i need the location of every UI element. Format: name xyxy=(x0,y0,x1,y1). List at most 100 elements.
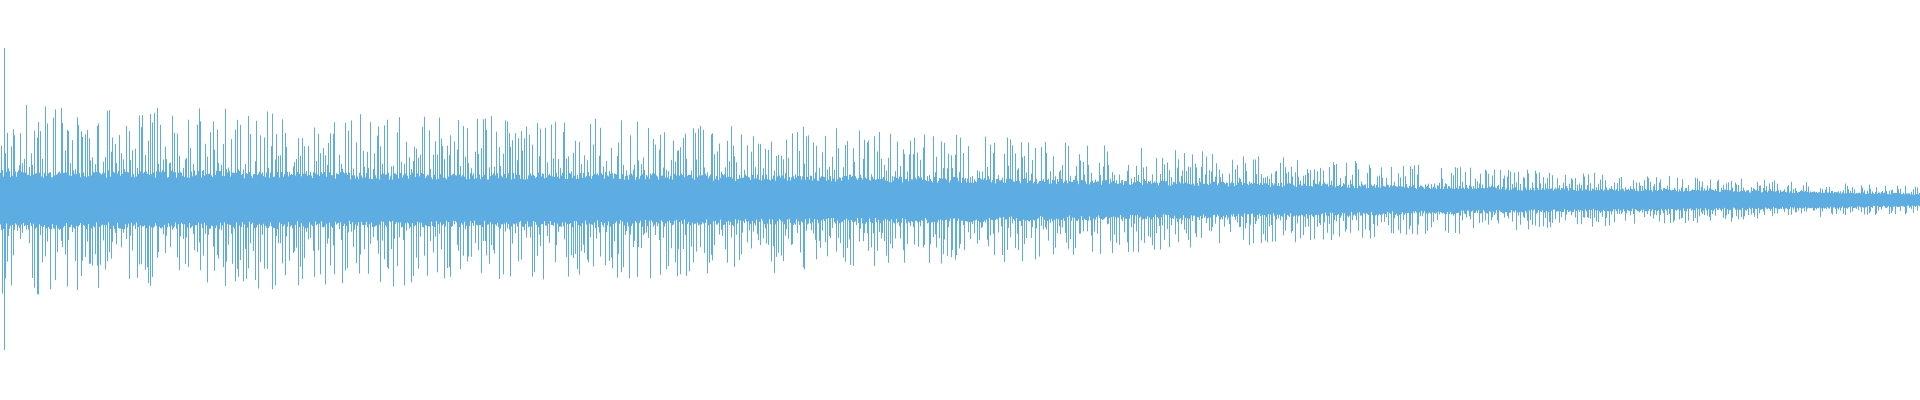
waveform-peak-sample xyxy=(1852,187,1853,212)
waveform-core-sample xyxy=(624,179,625,226)
waveform-peak-sample xyxy=(1373,185,1374,224)
waveform-core-sample xyxy=(54,175,55,229)
waveform-core-sample xyxy=(582,177,583,224)
waveform-peak-sample xyxy=(1746,190,1747,211)
waveform-core-sample xyxy=(1203,183,1204,215)
waveform-core-sample xyxy=(1375,187,1376,216)
waveform-peak-sample xyxy=(294,162,295,252)
waveform-peak-sample xyxy=(31,153,32,227)
waveform-peak-sample xyxy=(1619,178,1620,214)
waveform-peak-sample xyxy=(29,167,30,244)
waveform-core-sample xyxy=(607,175,608,226)
waveform-peak-sample xyxy=(1160,173,1161,250)
waveform-peak-sample xyxy=(1066,180,1067,243)
waveform-core-sample xyxy=(198,170,199,223)
waveform-peak-sample xyxy=(424,116,425,256)
waveform-peak-sample xyxy=(1748,190,1749,215)
waveform-peak-sample xyxy=(1092,180,1093,252)
waveform-peak-sample xyxy=(289,171,290,261)
waveform-peak-sample xyxy=(7,132,8,262)
waveform-peak-sample xyxy=(34,130,35,288)
waveform-peak-sample xyxy=(427,175,428,276)
waveform-core-sample xyxy=(1896,193,1897,207)
waveform-peak-sample xyxy=(1679,189,1680,220)
waveform-core-sample xyxy=(425,177,426,226)
waveform-core-sample xyxy=(767,179,768,224)
waveform-core-sample xyxy=(335,178,336,222)
waveform-peak-sample xyxy=(1485,169,1486,221)
waveform-core-sample xyxy=(263,176,264,224)
waveform-peak-sample xyxy=(1334,165,1335,221)
waveform-peak-sample xyxy=(785,173,786,236)
waveform-peak-sample xyxy=(491,116,492,246)
waveform-core-sample xyxy=(1883,193,1884,206)
waveform-peak-sample xyxy=(387,119,388,268)
waveform-peak-sample xyxy=(774,170,775,273)
waveform-peak-sample xyxy=(115,143,116,233)
waveform-core-sample xyxy=(1680,191,1681,211)
waveform-peak-sample xyxy=(141,127,142,265)
waveform-peak-sample xyxy=(1070,175,1071,240)
waveform-core-sample xyxy=(206,174,207,226)
waveform-peak-sample xyxy=(881,158,882,239)
waveform-peak-sample xyxy=(1864,190,1865,215)
waveform-core-sample xyxy=(1429,187,1430,213)
waveform-peak-sample xyxy=(1514,172,1515,213)
waveform-core-sample xyxy=(265,177,266,226)
waveform-core-sample xyxy=(1123,184,1124,218)
waveform-peak-sample xyxy=(411,169,412,283)
waveform-core-sample xyxy=(1499,189,1500,211)
waveform-peak-sample xyxy=(1227,182,1228,220)
waveform-core-sample xyxy=(1233,182,1234,214)
waveform-peak-sample xyxy=(539,156,540,235)
waveform-core-sample xyxy=(1093,183,1094,219)
waveform-peak-sample xyxy=(963,153,964,226)
waveform-core-sample xyxy=(1214,181,1215,215)
waveform-core-sample xyxy=(196,174,197,226)
waveform-core-sample xyxy=(461,176,462,224)
waveform-core-sample xyxy=(101,174,102,226)
waveform-core-sample xyxy=(965,178,966,222)
waveform-core-sample xyxy=(1458,188,1459,213)
waveform-core-sample xyxy=(1260,182,1261,216)
waveform-core-sample xyxy=(662,175,663,222)
waveform-peak-sample xyxy=(747,145,748,243)
waveform-core-sample xyxy=(1765,190,1766,208)
waveform-peak-sample xyxy=(1039,181,1040,257)
waveform-core-sample xyxy=(508,173,509,225)
waveform-peak-sample xyxy=(1434,183,1435,213)
waveform-peak-sample xyxy=(1530,188,1531,220)
waveform-core-sample xyxy=(438,178,439,225)
waveform-peak-sample xyxy=(653,139,654,226)
waveform-peak-sample xyxy=(1050,171,1051,223)
waveform-core-sample xyxy=(346,172,347,227)
waveform-peak-sample xyxy=(1211,171,1212,232)
waveform-core-sample xyxy=(1064,181,1065,222)
waveform-peak-sample xyxy=(442,146,443,226)
waveform-peak-sample xyxy=(1112,172,1113,254)
waveform-peak-sample xyxy=(1021,142,1022,226)
waveform-peak-sample xyxy=(1136,165,1137,232)
waveform-core-sample xyxy=(957,177,958,221)
waveform-peak-sample xyxy=(733,145,734,227)
waveform-peak-sample xyxy=(1743,187,1744,220)
waveform-core-sample xyxy=(71,175,72,225)
waveform-peak-sample xyxy=(641,164,642,248)
waveform-core-sample xyxy=(311,175,312,225)
waveform-core-sample xyxy=(1337,186,1338,215)
waveform-peak-sample xyxy=(1412,168,1413,234)
waveform-peak-sample xyxy=(1500,169,1501,212)
waveform-core-sample xyxy=(1273,185,1274,214)
waveform-peak-sample xyxy=(1886,190,1887,208)
waveform-core-sample xyxy=(1792,192,1793,208)
waveform-core-sample xyxy=(400,173,401,223)
waveform-core-sample xyxy=(991,182,992,220)
waveform-peak-sample xyxy=(5,153,6,279)
waveform-core-sample xyxy=(915,177,916,221)
waveform-core-sample xyxy=(1641,191,1642,210)
waveform-peak-sample xyxy=(1280,162,1281,221)
waveform-core-sample xyxy=(538,172,539,228)
waveform-core-sample xyxy=(1574,189,1575,210)
waveform-core-sample xyxy=(544,178,545,222)
waveform-peak-sample xyxy=(1605,180,1606,227)
